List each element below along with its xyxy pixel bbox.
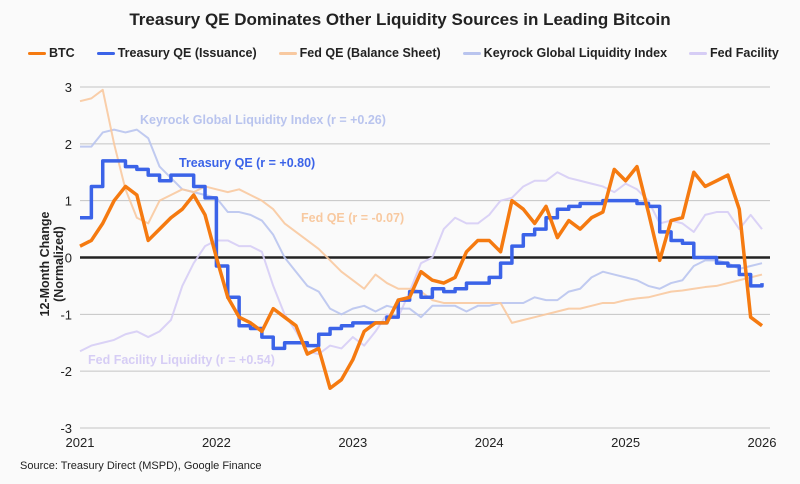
x-tick-label: 2023	[338, 435, 367, 450]
y-tick-label: -2	[60, 364, 72, 379]
annotation-fed-facility: Fed Facility Liquidity (r = +0.54)	[88, 353, 275, 367]
legend-label: Fed Facility	[710, 46, 779, 60]
legend-swatch	[28, 51, 46, 55]
legend-label: Treasury QE (Issuance)	[117, 46, 257, 60]
legend-swatch	[278, 51, 297, 55]
series-line-fed-facility	[79, 171, 763, 356]
series-line-treasury-qe-issuance	[80, 159, 764, 351]
x-tick-label: 2022	[202, 435, 231, 450]
legend-label: Keyrock Global Liquidity Index	[483, 46, 668, 60]
x-tick-label: 2021	[66, 435, 95, 450]
legend-item-fed-facility: Fed Facility	[689, 46, 779, 60]
legend-item-treasury-qe: Treasury QE (Issuance)	[96, 46, 257, 60]
y-tick-label: 3	[65, 80, 72, 95]
x-tick-label: 2026	[748, 435, 777, 450]
legend-label: BTC	[49, 46, 75, 60]
legend-item-fed-qe: Fed QE (Balance Sheet)	[278, 46, 441, 60]
x-tick-label: 2025	[611, 435, 640, 450]
annotation-fed-qe: Fed QE (r = -0.07)	[301, 211, 405, 225]
legend-swatch	[462, 51, 481, 55]
legend-swatch	[96, 51, 115, 55]
x-tick-label: 2024	[475, 435, 504, 450]
y-tick-label: -1	[60, 307, 72, 322]
legend-item-keyrock: Keyrock Global Liquidity Index	[462, 46, 668, 60]
y-tick-label: 2	[65, 137, 72, 152]
legend-swatch	[689, 51, 708, 55]
y-tick-label: -3	[60, 421, 72, 436]
chart-title: Treasury QE Dominates Other Liquidity So…	[129, 10, 671, 29]
legend-item-btc: BTC	[28, 46, 75, 60]
legend-label: Fed QE (Balance Sheet)	[299, 46, 441, 60]
series-line-btc	[79, 164, 764, 390]
y-tick-label: 1	[65, 194, 72, 209]
annotation-keyrock: Keyrock Global Liquidity Index (r = +0.2…	[140, 113, 386, 127]
annotation-treasury-qe: Treasury QE (r = +0.80)	[179, 156, 316, 170]
legend: BTC Treasury QE (Issuance) Fed QE (Balan…	[28, 46, 779, 60]
y-tick-label: 0	[65, 251, 72, 266]
source-note: Source: Treasury Direct (MSPD), Google F…	[20, 460, 262, 472]
